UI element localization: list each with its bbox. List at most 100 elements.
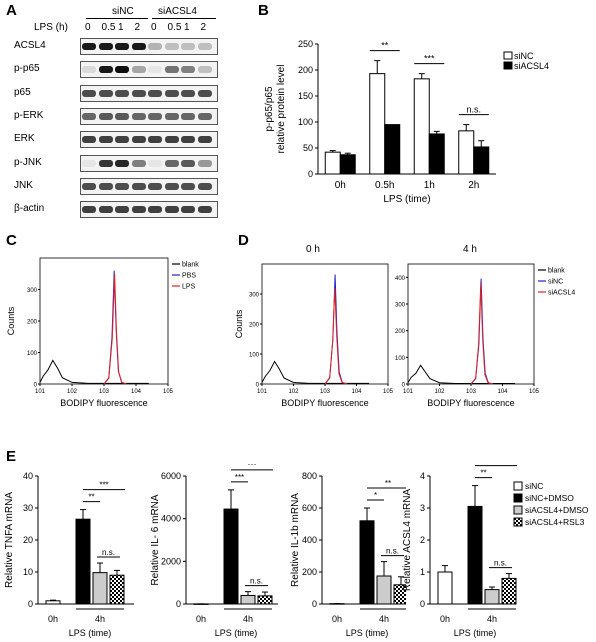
legend-swatch bbox=[513, 505, 523, 515]
blot-row-label: ERK bbox=[14, 133, 35, 145]
legend-swatch bbox=[503, 61, 513, 70]
timepoint-label: 0 bbox=[85, 22, 91, 33]
significance-label: ** bbox=[493, 464, 499, 466]
histogram-line bbox=[407, 364, 516, 384]
bar bbox=[109, 574, 125, 605]
blot-band bbox=[98, 206, 113, 214]
y-tick-label: 4 bbox=[420, 471, 425, 481]
d-title-4h: 4 h bbox=[463, 244, 477, 255]
blot-band bbox=[197, 159, 212, 167]
y-tick-label: 100 bbox=[298, 117, 313, 127]
y-tick-label: 400 bbox=[302, 535, 317, 545]
blot-strip bbox=[80, 154, 218, 172]
y-tick-label: 200 bbox=[27, 320, 38, 326]
panel-label-d: D bbox=[238, 232, 249, 249]
blot-band bbox=[82, 66, 96, 74]
blot-band bbox=[181, 43, 195, 50]
x-tick-label: 103 bbox=[466, 389, 477, 395]
y-tick-label: 3 bbox=[420, 503, 425, 513]
x-tick-label: 101 bbox=[35, 389, 46, 395]
x-tick-label: 0.5h bbox=[375, 180, 394, 191]
x-tick-label: 4h bbox=[243, 614, 253, 624]
y-tick-label: 100 bbox=[249, 353, 260, 359]
blot-band bbox=[181, 159, 195, 167]
y-axis-label: Relative TNFA mRNA bbox=[4, 492, 15, 588]
blot-band bbox=[164, 206, 179, 214]
blot-band bbox=[131, 159, 146, 167]
blot-row-label: p65 bbox=[14, 86, 31, 98]
blot-band bbox=[148, 43, 162, 50]
blot-band bbox=[131, 136, 146, 144]
bar bbox=[437, 571, 453, 605]
y-tick-label: 20 bbox=[23, 535, 33, 545]
blot-band bbox=[82, 136, 96, 144]
y-tick-label: 0 bbox=[420, 599, 425, 609]
blot-band bbox=[148, 66, 162, 74]
bodipy-flow-chart-d-4h: 0 100 200 300 400 101 102 103 104 105 BODIPY fluor… bbox=[395, 263, 575, 408]
blot-band bbox=[98, 89, 113, 97]
blot-strip bbox=[80, 107, 218, 125]
significance-label: n.s. bbox=[102, 548, 115, 557]
western-blot-panel: siNC siACSL4 LPS (h) 0 0.5 1 2 0 0.5 1 2 ACSL4 p… bbox=[0, 0, 240, 225]
blot-band bbox=[82, 43, 96, 50]
blot-band bbox=[98, 159, 113, 167]
timepoint-label: 1 bbox=[118, 22, 124, 33]
x-axis-label: LPS (time) bbox=[215, 628, 258, 638]
blot-band bbox=[131, 112, 146, 120]
x-tick-label: 105 bbox=[529, 389, 540, 395]
blot-band bbox=[131, 182, 146, 190]
group-line-siacsl4 bbox=[152, 18, 216, 19]
legend-label: PBS bbox=[182, 273, 196, 280]
y-axis-label: Relative IL- 6 mRNA bbox=[150, 494, 161, 585]
y-tick-label: 2 bbox=[420, 535, 425, 545]
blot-band bbox=[148, 136, 162, 144]
x-tick-label: 102 bbox=[67, 389, 78, 395]
histogram-line bbox=[470, 282, 494, 385]
bar bbox=[359, 520, 375, 605]
plot-frame bbox=[261, 263, 389, 385]
y-tick-label: 100 bbox=[27, 351, 38, 357]
timepoint-label: 0 bbox=[151, 22, 157, 33]
significance-label: ** bbox=[385, 479, 391, 488]
x-tick-label: 102 bbox=[288, 389, 299, 395]
blot-band bbox=[131, 43, 146, 50]
panel-label-e: E bbox=[6, 448, 17, 465]
bar bbox=[223, 508, 239, 605]
legend-label: siNC bbox=[514, 51, 534, 61]
blot-row-label: p-JNK bbox=[14, 156, 42, 168]
blot-strip bbox=[80, 84, 218, 102]
bar bbox=[324, 151, 341, 175]
x-tick-label: 104 bbox=[131, 389, 142, 395]
y-tick-label: 10 bbox=[23, 567, 33, 577]
blot-band bbox=[181, 206, 195, 214]
blot-band bbox=[148, 159, 162, 167]
y-tick-label: 400 bbox=[395, 276, 406, 282]
blot-band bbox=[197, 206, 212, 214]
y-tick-label: 300 bbox=[395, 303, 406, 309]
significance-label: *** bbox=[247, 464, 256, 470]
blot-band bbox=[181, 112, 195, 120]
blot-band bbox=[181, 136, 195, 144]
bar bbox=[376, 575, 392, 605]
y-axis-label: Counts bbox=[234, 309, 244, 338]
bar bbox=[384, 124, 401, 175]
blot-band bbox=[197, 43, 212, 50]
x-axis-label: LPS (time) bbox=[69, 628, 112, 638]
y-axis-label: relative protein level bbox=[276, 65, 287, 154]
legend-swatch bbox=[513, 517, 523, 527]
group-label-siacsl4: siACSL4 bbox=[158, 6, 197, 17]
bar bbox=[428, 133, 445, 175]
blot-row-label: JNK bbox=[14, 179, 33, 191]
y-tick-label: 50 bbox=[303, 143, 313, 153]
blot-band bbox=[197, 89, 212, 97]
il6-mrna-chart: 0 2000 4000 6000 Relative IL- 6 mRNA ****** n.… bbox=[150, 464, 278, 638]
legend-label: siNC bbox=[525, 481, 543, 491]
significance-label: ** bbox=[88, 493, 94, 502]
y-tick-label: 0 bbox=[34, 383, 38, 389]
x-tick-label: 104 bbox=[351, 389, 362, 395]
significance-label: n.s. bbox=[466, 105, 481, 115]
blot-band bbox=[164, 66, 179, 74]
significance-label: ** bbox=[381, 41, 389, 51]
y-tick-label: 2000 bbox=[161, 556, 181, 566]
